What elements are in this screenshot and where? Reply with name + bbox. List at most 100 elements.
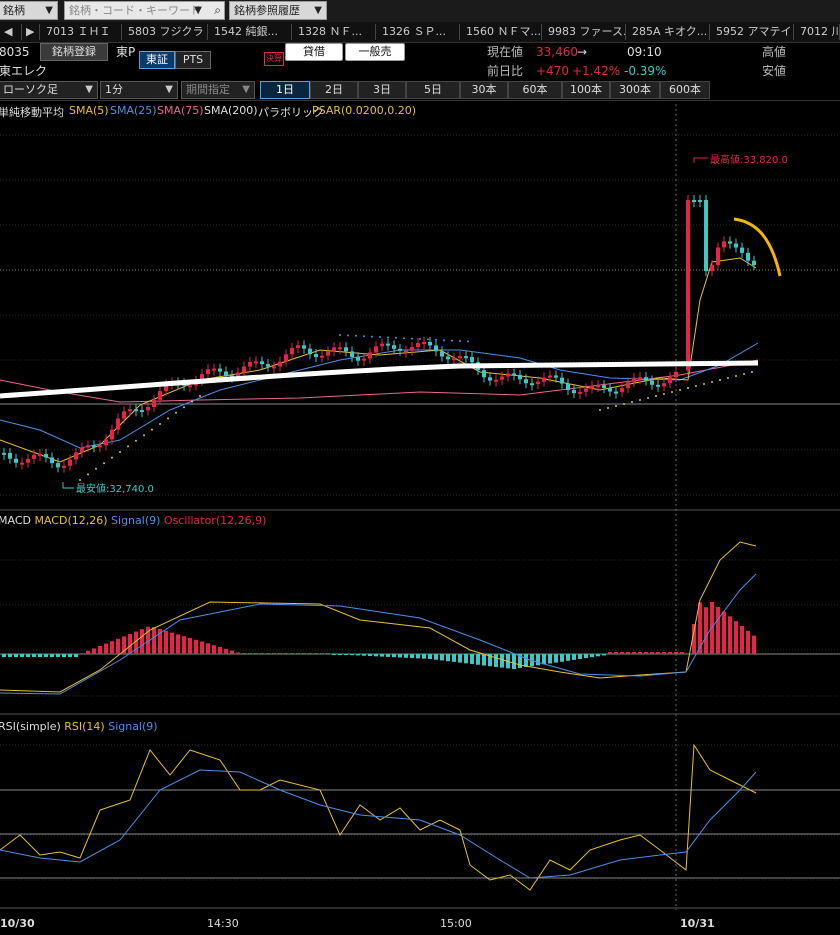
candle-body <box>14 458 18 463</box>
psar-dot <box>743 373 745 375</box>
register-button[interactable]: 銘柄登録 <box>40 43 108 61</box>
candle-body <box>86 445 90 448</box>
candle-body <box>686 200 690 371</box>
chevron-down-icon: ▼ <box>85 84 93 95</box>
watch-tab[interactable]: 5803 フジクラ <box>122 24 208 40</box>
candle-body <box>200 374 204 381</box>
watch-tab[interactable]: 1560 ＮＦマ... <box>460 24 542 40</box>
candle-body <box>140 410 144 413</box>
period-3d[interactable]: 3日 <box>358 81 406 99</box>
lending-button[interactable]: 貸借 <box>285 43 343 61</box>
candle-body <box>470 357 474 363</box>
macd-signal-label: Signal(9) <box>111 514 161 527</box>
chart-type-label: ローソク足 <box>3 83 58 96</box>
watch-tab[interactable]: 1326 ＳＰ... <box>376 24 460 40</box>
watch-tab[interactable]: 5952 アマテイ <box>710 24 794 40</box>
psar-dot <box>427 338 429 341</box>
period-60[interactable]: 60本 <box>508 81 562 99</box>
candle-body <box>434 345 438 352</box>
macd-oscillator-bar <box>626 652 630 654</box>
candle-body <box>50 457 54 464</box>
period-select[interactable]: 期間指定 ▼ <box>181 81 255 99</box>
watch-tab[interactable]: 7013 ＩＨＩ <box>40 24 122 40</box>
candle-body <box>560 377 564 384</box>
candle-body <box>524 379 528 384</box>
market-label: 東P <box>116 45 136 59</box>
psar-dot <box>451 339 453 342</box>
rsi-signal-label: Signal(9) <box>108 720 158 733</box>
candle-body <box>92 445 96 448</box>
candle-body <box>302 345 306 349</box>
candle-body <box>482 370 486 378</box>
macd-oscillator-bar <box>656 652 660 654</box>
period-100[interactable]: 100本 <box>562 81 610 99</box>
macd-oscillator-bar <box>680 652 684 654</box>
candle-body <box>164 384 168 392</box>
candle-body <box>530 383 534 386</box>
chart-type-select[interactable]: ローソク足 ▼ <box>0 81 98 99</box>
period-2d[interactable]: 2日 <box>310 81 358 99</box>
macd-oscillator-bar <box>548 654 552 664</box>
search-icon[interactable]: ⌕ <box>214 3 221 17</box>
legend-sma5: SMA(5) <box>69 104 109 117</box>
candle-body <box>362 358 366 361</box>
scroll-right-icon[interactable]: ▶ <box>22 24 40 40</box>
search-input[interactable]: 銘柄・コード・キーワード ▼ ⌕ <box>64 1 225 20</box>
candle-body <box>272 366 276 369</box>
legend-psar-title: パラボリック <box>258 106 324 119</box>
macd-oscillator-bar <box>332 654 336 655</box>
macd-oscillator-bar <box>446 654 450 662</box>
stock-info-row: 8035 銘柄登録 東P 東証 PTS 決算 貸借 一般売 現在値 33,460… <box>0 42 840 69</box>
candle-body <box>710 265 714 272</box>
period-1d[interactable]: 1日 <box>260 81 310 99</box>
candle-body <box>212 368 216 371</box>
watch-tab[interactable]: 285A キオク... <box>626 24 710 40</box>
tab-tosho[interactable]: 東証 <box>139 51 175 69</box>
candle-body <box>278 361 282 367</box>
macd-oscillator-bar <box>296 653 300 654</box>
candle-body <box>350 351 354 358</box>
candle-body <box>284 354 288 362</box>
current-price-label: 現在値 <box>487 45 524 59</box>
macd-oscillator-bar <box>488 654 492 667</box>
watch-tab[interactable]: 9983 ファース... <box>542 24 626 40</box>
psar-dot <box>735 375 737 377</box>
psar-dot <box>679 389 681 391</box>
period-600[interactable]: 600本 <box>660 81 710 99</box>
chevron-down-icon: ▼ <box>45 5 53 16</box>
macd-oscillator-bar <box>32 654 36 657</box>
interval-select[interactable]: 1分 ▼ <box>100 81 178 99</box>
candle-body <box>518 374 522 380</box>
period-5d[interactable]: 5日 <box>406 81 460 99</box>
candle-body <box>68 459 72 466</box>
macd-oscillator-bar <box>260 653 264 654</box>
general-sell-button[interactable]: 一般売 <box>345 43 405 61</box>
market-select[interactable]: 銘柄 ▼ <box>0 1 58 20</box>
candle-body <box>158 391 162 400</box>
macd-oscillator-bar <box>410 654 414 659</box>
macd-oscillator-bar <box>428 654 432 659</box>
period-30[interactable]: 30本 <box>460 81 508 99</box>
macd-oscillator-bar <box>602 654 606 656</box>
period-300[interactable]: 300本 <box>610 81 660 99</box>
candle-body <box>512 373 516 376</box>
watch-tab[interactable]: 1328 ＮＦ... <box>292 24 376 40</box>
tab-pts[interactable]: PTS <box>175 51 211 69</box>
candle-body <box>368 352 372 359</box>
rsi-title: RSI(simple) <box>0 720 61 733</box>
candle-body <box>554 375 558 378</box>
legend-sma-title: 単純移動平均 <box>0 106 64 119</box>
macd-oscillator-bar <box>92 648 96 654</box>
psar-dot <box>599 409 601 411</box>
history-select[interactable]: 銘柄参照履歴 ▼ <box>229 1 327 20</box>
scroll-left-icon[interactable]: ◀ <box>0 24 22 40</box>
macd-oscillator-bar <box>392 654 396 658</box>
candle-body <box>548 375 552 378</box>
macd-oscillator-bar <box>56 654 60 657</box>
candle-body <box>602 385 606 389</box>
psar-dot <box>615 405 617 407</box>
watch-tab[interactable]: 1542 純銀... <box>208 24 292 40</box>
psar-dot <box>119 451 121 453</box>
chevron-down-icon[interactable]: ▼ <box>194 5 202 16</box>
